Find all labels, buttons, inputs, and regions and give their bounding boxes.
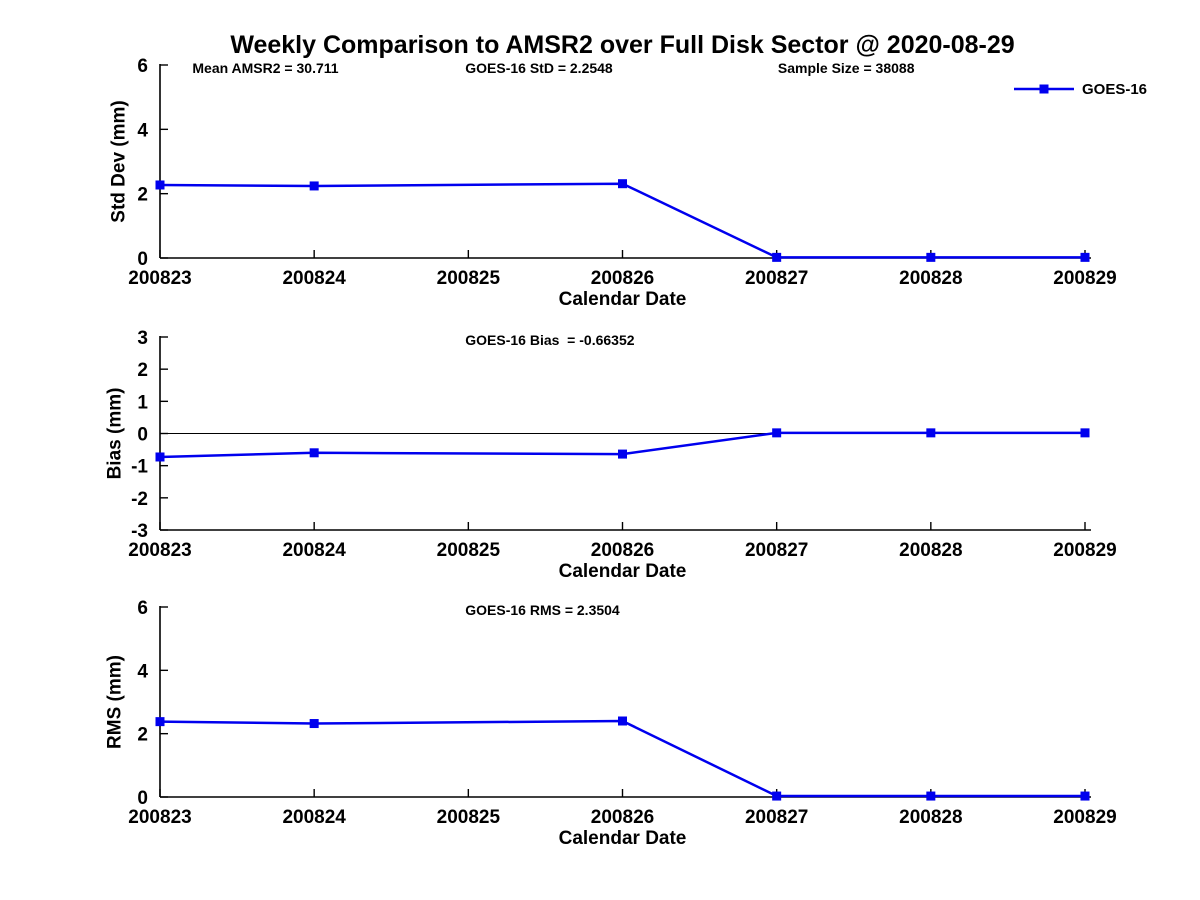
- y-tick-label: 6: [137, 598, 148, 619]
- y-tick-label: 3: [137, 328, 148, 349]
- data-marker: [309, 181, 319, 191]
- data-marker: [309, 448, 319, 458]
- y-axis-label: Bias (mm): [105, 388, 126, 480]
- data-marker: [618, 179, 627, 189]
- subplot-rms: 0 2 4 6 200823 200824 200825 200826 200827 200828…: [105, 598, 1117, 849]
- y-tick-label: 0: [137, 249, 148, 270]
- data-marker: [926, 791, 936, 801]
- x-tick-label: 200823: [128, 807, 191, 828]
- y-tick-label: -3: [131, 521, 148, 542]
- data-marker: [1080, 791, 1090, 801]
- y-tick-label: 0: [137, 425, 148, 446]
- x-tick-label: 200825: [437, 807, 501, 828]
- figure-title: Weekly Comparison to AMSR2 over Full Dis…: [230, 31, 1015, 59]
- x-tick-label: 200826: [591, 268, 654, 289]
- y-axis-label: Std Dev (mm): [109, 100, 130, 222]
- data-marker: [618, 449, 627, 459]
- x-tick-label: 200827: [745, 268, 808, 289]
- x-tick-label: 200826: [591, 807, 654, 828]
- x-tick-label: 200824: [282, 268, 346, 289]
- x-tick-label: 200829: [1053, 268, 1116, 289]
- y-tick-label: 4: [137, 120, 148, 141]
- y-tick-label: -1: [131, 457, 148, 478]
- x-tick-label: 200829: [1053, 540, 1116, 561]
- data-marker: [309, 719, 319, 729]
- data-marker: [155, 452, 165, 462]
- x-tick-label: 200824: [282, 540, 346, 561]
- y-tick-label: 6: [137, 56, 148, 77]
- x-tick-label: 200827: [745, 540, 808, 561]
- series-line-goes-16: [159, 182, 1085, 259]
- data-marker: [926, 428, 936, 438]
- subplot-bias: -3 -2 -1 0 1 2 3 200823 200824 200825 200826 200827…: [105, 328, 1117, 582]
- data-marker: [772, 252, 782, 262]
- annotation-std-dev: Mean AMSR2 = 30.711: [192, 60, 339, 76]
- y-tick-label: 2: [137, 360, 148, 381]
- y-tick-label: 1: [137, 392, 148, 413]
- subplot-std-dev: 0 2 4 6 200823 200824 200825 200826 200827 200828…: [109, 56, 1117, 310]
- x-tick-label: 200826: [591, 540, 654, 561]
- x-axis-label: Calendar Date: [559, 289, 687, 310]
- x-tick-label: 200825: [437, 268, 501, 289]
- legend-line-sample: [1014, 84, 1074, 94]
- data-marker: [772, 791, 782, 801]
- y-tick-label: 0: [137, 788, 148, 809]
- annotation-rms: GOES-16 RMS = 2.3504: [465, 602, 620, 618]
- series-line-goes-16: [159, 431, 1085, 459]
- x-tick-label: 200824: [282, 807, 346, 828]
- data-marker: [772, 428, 782, 438]
- x-axis-label: Calendar Date: [559, 828, 687, 849]
- y-tick-label: 4: [137, 661, 148, 682]
- x-tick-label: 200823: [128, 268, 191, 289]
- x-tick-label: 200829: [1053, 807, 1116, 828]
- x-tick-label: 200828: [899, 268, 962, 289]
- x-tick-label: 200828: [899, 540, 962, 561]
- series-line-goes-16: [159, 719, 1085, 798]
- data-marker: [1080, 428, 1090, 438]
- data-marker: [618, 716, 627, 726]
- x-tick-label: 200823: [128, 540, 191, 561]
- data-marker: [926, 252, 936, 262]
- y-tick-label: 2: [137, 725, 148, 746]
- annotation-bias: GOES-16 Bias = -0.66352: [465, 332, 635, 348]
- data-marker: [1080, 252, 1090, 262]
- y-axis-label: RMS (mm): [105, 655, 126, 749]
- annotation-std-dev: Sample Size = 38088: [777, 60, 915, 76]
- legend: GOES-16: [1012, 79, 1147, 99]
- x-tick-label: 200827: [745, 807, 808, 828]
- legend-label: GOES-16: [1082, 80, 1148, 98]
- y-tick-label: 2: [137, 185, 148, 206]
- data-marker: [155, 717, 165, 727]
- x-tick-label: 200828: [899, 807, 962, 828]
- annotation-std-dev: GOES-16 StD = 2.2548: [465, 60, 613, 76]
- x-axis-label: Calendar Date: [559, 561, 687, 582]
- data-marker: [155, 180, 165, 190]
- y-tick-label: -2: [131, 489, 148, 510]
- legend-marker-icon: [1039, 84, 1049, 94]
- x-tick-label: 200825: [437, 540, 501, 561]
